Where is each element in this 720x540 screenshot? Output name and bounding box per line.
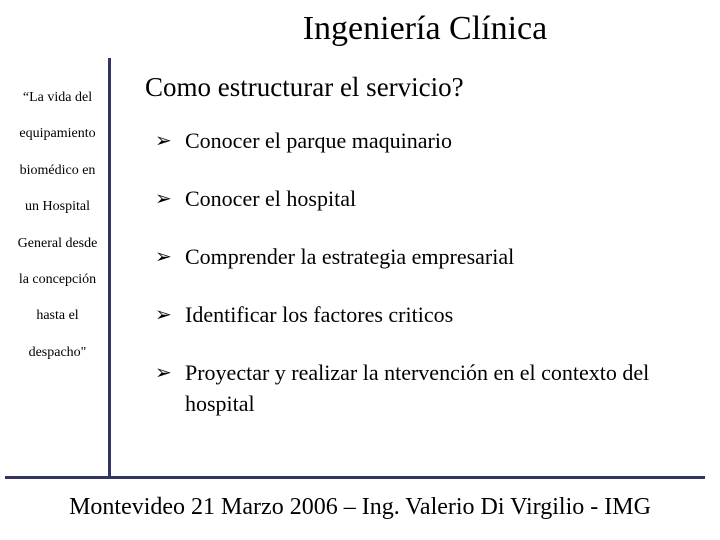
page-title: Ingeniería Clínica (155, 10, 695, 48)
bullet-text: Identificar los factores criticos (185, 302, 453, 327)
arrow-icon: ➢ (155, 185, 172, 214)
list-item: ➢ Comprender la estrategia empresarial (145, 241, 700, 273)
slide: Ingeniería Clínica “La vida del equipami… (0, 0, 720, 540)
vertical-divider (108, 58, 111, 476)
sidebar-line: “La vida del (10, 80, 105, 116)
sidebar-line: hasta el (10, 298, 105, 334)
arrow-icon: ➢ (155, 127, 172, 156)
bullet-text: Conocer el hospital (185, 186, 356, 211)
sidebar-quote: “La vida del equipamiento biomédico en u… (10, 80, 105, 371)
list-item: ➢ Identificar los factores criticos (145, 299, 700, 331)
list-item: ➢ Proyectar y realizar la ntervención en… (145, 357, 700, 421)
sidebar-line: biomédico en (10, 153, 105, 189)
bullet-list: ➢ Conocer el parque maquinario ➢ Conocer… (145, 125, 700, 420)
footer-text: Montevideo 21 Marzo 2006 – Ing. Valerio … (0, 494, 720, 521)
bullet-text: Comprender la estrategia empresarial (185, 244, 514, 269)
sidebar-line: un Hospital (10, 189, 105, 225)
body-area: Como estructurar el servicio? ➢ Conocer … (145, 72, 700, 446)
arrow-icon: ➢ (155, 301, 172, 330)
arrow-icon: ➢ (155, 359, 172, 388)
bullet-text: Conocer el parque maquinario (185, 128, 452, 153)
arrow-icon: ➢ (155, 243, 172, 272)
sidebar-line: equipamiento (10, 116, 105, 152)
list-item: ➢ Conocer el hospital (145, 183, 700, 215)
sidebar-line: General desde (10, 226, 105, 262)
sidebar-line: la concepción (10, 262, 105, 298)
sidebar-line: despacho" (10, 335, 105, 371)
list-item: ➢ Conocer el parque maquinario (145, 125, 700, 157)
subtitle: Como estructurar el servicio? (145, 72, 700, 103)
horizontal-divider (5, 476, 705, 479)
bullet-text: Proyectar y realizar la ntervención en e… (185, 360, 649, 417)
